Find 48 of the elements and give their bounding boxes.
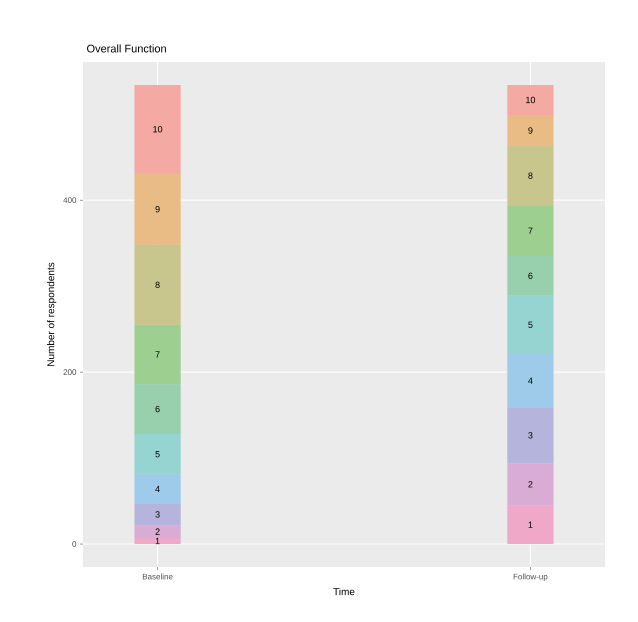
bar: [507, 115, 554, 146]
chart-title: Overall Function: [87, 44, 166, 52]
x-axis-title: Time: [333, 588, 354, 596]
y-axis-title: Number of respondents: [46, 262, 56, 366]
bar: [134, 324, 181, 384]
y-tick-label: 200: [64, 369, 76, 375]
bar: [134, 434, 181, 474]
text: 8: [528, 172, 533, 179]
text: 6: [156, 406, 160, 412]
y-tick-label: 0: [72, 541, 76, 547]
bar: [507, 84, 554, 116]
text: 7: [528, 228, 532, 234]
text: 9: [155, 206, 160, 212]
bar: [507, 256, 554, 296]
series-label: 5: [155, 451, 160, 458]
text: 2: [528, 481, 532, 488]
bar: [134, 525, 181, 538]
text: 5: [528, 322, 533, 328]
bar: [507, 205, 554, 256]
bar: [134, 504, 181, 526]
text: 10: [153, 126, 162, 132]
bar: [134, 174, 181, 245]
bar: [134, 384, 181, 434]
bar: [507, 505, 554, 544]
bar: [507, 296, 554, 354]
bar: [134, 538, 181, 544]
series-label: 6: [528, 272, 533, 279]
y-tick-label: 400: [63, 197, 76, 203]
x-tick-label: Follow-up: [514, 574, 548, 581]
series-label: 1: [156, 538, 160, 544]
bar: [134, 84, 181, 174]
bar: [507, 354, 554, 408]
text: 3: [528, 432, 533, 438]
series-label: 3: [155, 511, 160, 518]
x-tick-label: Baseline: [142, 574, 173, 580]
text: 1: [528, 522, 532, 528]
bar: [507, 407, 554, 464]
bar: [507, 463, 554, 506]
bar: [134, 244, 181, 325]
series-label: 7: [156, 351, 160, 358]
bar: [134, 474, 181, 504]
series-label: 4: [155, 486, 160, 492]
text: 4: [528, 378, 533, 384]
series-label: 10: [526, 96, 536, 104]
bar: [507, 146, 554, 206]
series-label: 9: [528, 127, 533, 134]
series-label: 8: [155, 282, 160, 288]
series-label: 2: [156, 528, 160, 535]
